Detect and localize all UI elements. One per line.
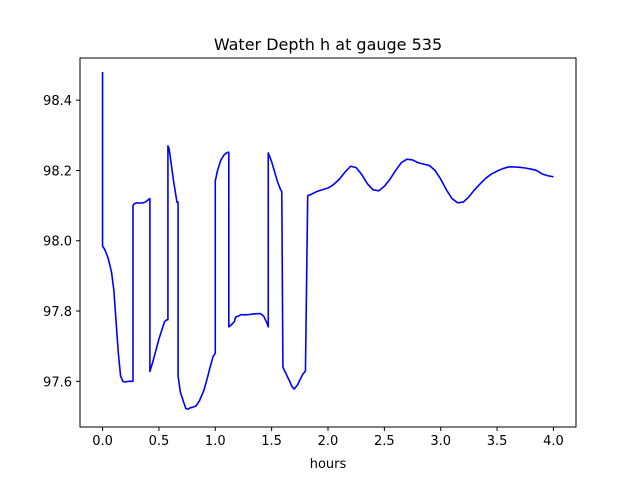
x-tick-label: 2.5 bbox=[374, 434, 395, 449]
y-tick-label: 98.4 bbox=[43, 94, 72, 109]
x-tick-label: 1.0 bbox=[205, 434, 226, 449]
y-tick-label: 98.2 bbox=[43, 164, 72, 179]
x-tick-label: 4.0 bbox=[543, 434, 564, 449]
y-tick-label: 97.8 bbox=[43, 305, 72, 320]
x-tick-label: 0.5 bbox=[149, 434, 170, 449]
x-tick-label: 3.0 bbox=[430, 434, 451, 449]
y-axis: 97.6 97.8 98.0 98.2 98.4 bbox=[43, 94, 80, 390]
x-tick-label: 2.0 bbox=[318, 434, 339, 449]
x-tick-label: 1.5 bbox=[261, 434, 282, 449]
series-line-0 bbox=[101, 72, 554, 410]
x-axis-label: hours bbox=[310, 457, 347, 472]
x-tick-label: 0.0 bbox=[92, 434, 113, 449]
y-tick-label: 97.6 bbox=[43, 375, 72, 390]
y-tick-label: 98.0 bbox=[43, 235, 72, 250]
x-axis: 0.0 0.5 1.0 1.5 2.0 2.5 3.0 3.5 4.0 bbox=[92, 427, 564, 449]
plot-layer bbox=[101, 72, 554, 410]
x-tick-label: 3.5 bbox=[487, 434, 508, 449]
chart-title: Water Depth h at gauge 535 bbox=[214, 35, 442, 54]
